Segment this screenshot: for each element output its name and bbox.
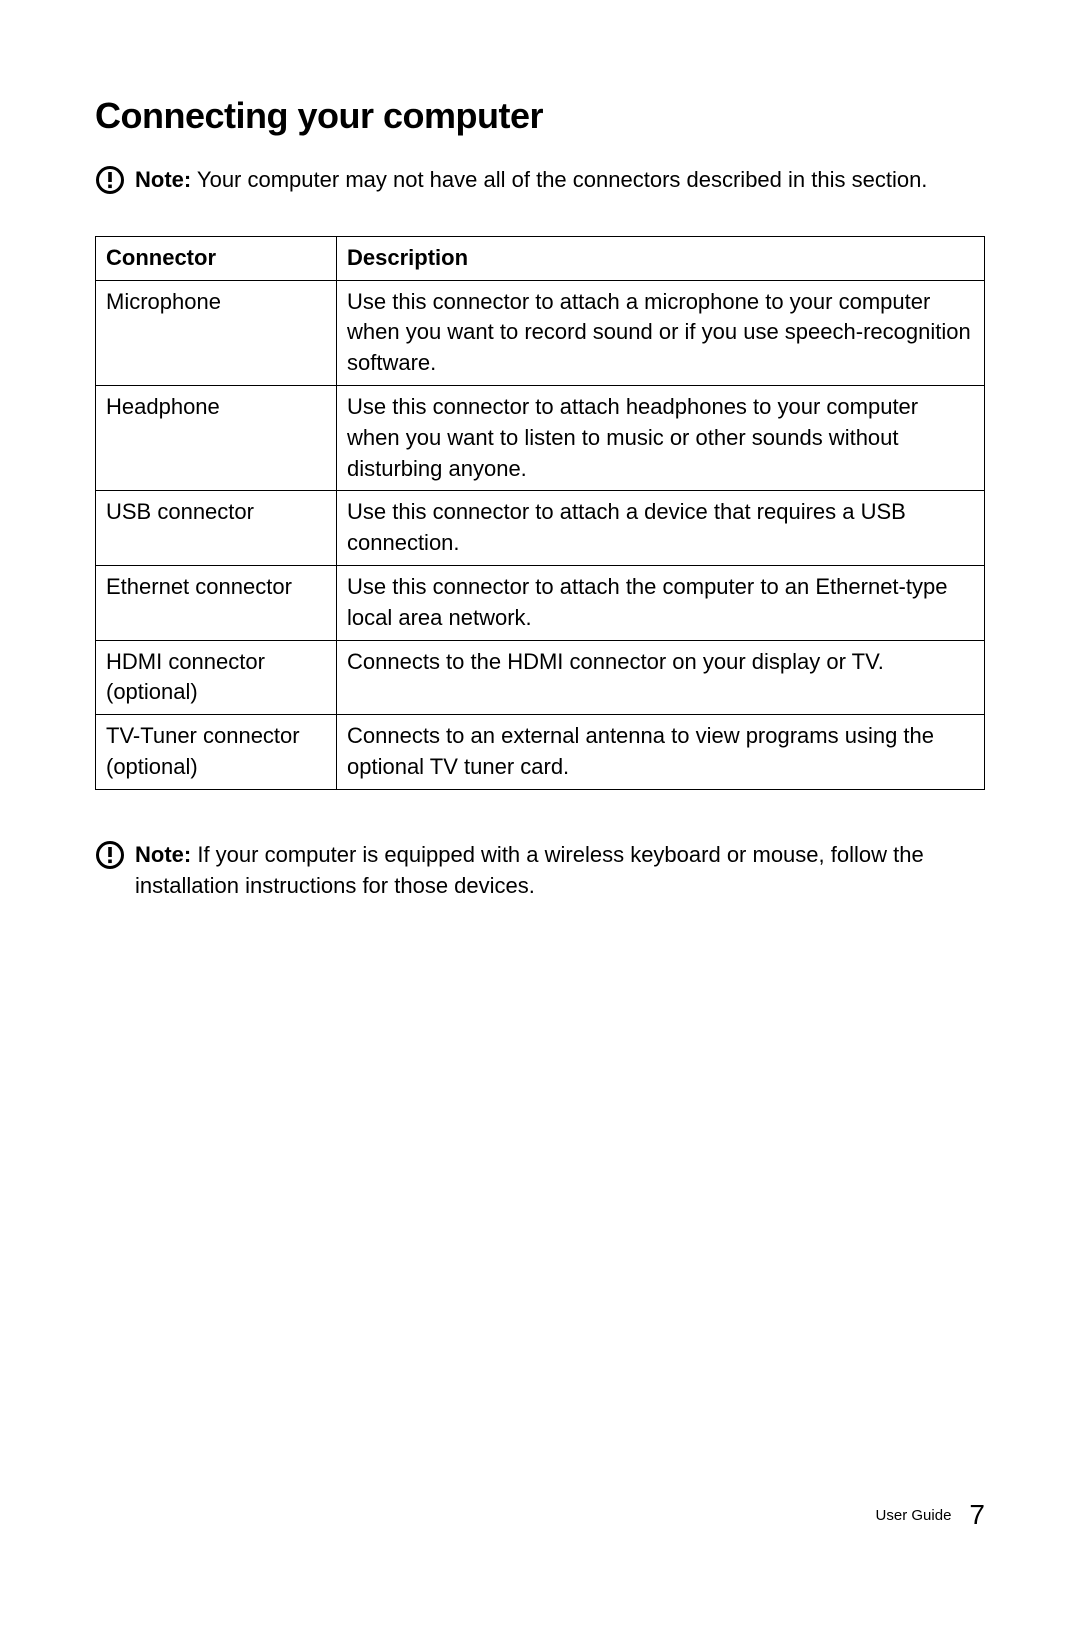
table-row: Headphone Use this connector to attach h… — [96, 385, 985, 490]
cell-connector: Ethernet connector — [96, 565, 337, 640]
alert-icon — [95, 840, 125, 870]
connector-table: Connector Description Microphone Use thi… — [95, 236, 985, 790]
note-body-2: If your computer is equipped with a wire… — [135, 842, 924, 898]
note-body-1: Your computer may not have all of the co… — [191, 167, 927, 192]
cell-connector: TV-Tuner connector (optional) — [96, 715, 337, 790]
note-text-2: Note: If your computer is equipped with … — [135, 840, 985, 902]
cell-connector: HDMI connector (optional) — [96, 640, 337, 715]
cell-description: Use this connector to attach headphones … — [337, 385, 985, 490]
table-row: Ethernet connector Use this connector to… — [96, 565, 985, 640]
footer-guide-label: User Guide — [876, 1507, 952, 1524]
cell-description: Connects to the HDMI connector on your d… — [337, 640, 985, 715]
cell-connector: Headphone — [96, 385, 337, 490]
table-header-connector: Connector — [96, 236, 337, 280]
note-block-2: Note: If your computer is equipped with … — [95, 840, 985, 902]
note-label-1: Note: — [135, 167, 191, 192]
cell-description: Connects to an external antenna to view … — [337, 715, 985, 790]
alert-icon — [95, 165, 125, 195]
note-text-1: Note: Your computer may not have all of … — [135, 165, 985, 196]
note-block-1: Note: Your computer may not have all of … — [95, 165, 985, 196]
cell-description: Use this connector to attach the compute… — [337, 565, 985, 640]
cell-connector: USB connector — [96, 491, 337, 566]
table-row: TV-Tuner connector (optional) Connects t… — [96, 715, 985, 790]
page-title: Connecting your computer — [95, 95, 985, 137]
table-row: HDMI connector (optional) Connects to th… — [96, 640, 985, 715]
cell-description: Use this connector to attach a device th… — [337, 491, 985, 566]
note-label-2: Note: — [135, 842, 191, 867]
page-footer: User Guide 7 — [876, 1495, 985, 1527]
document-page: Connecting your computer Note: Your comp… — [0, 0, 1080, 1642]
cell-connector: Microphone — [96, 280, 337, 385]
table-header-row: Connector Description — [96, 236, 985, 280]
footer-page-number: 7 — [969, 1499, 985, 1531]
table-row: USB connector Use this connector to atta… — [96, 491, 985, 566]
table-header-description: Description — [337, 236, 985, 280]
cell-description: Use this connector to attach a microphon… — [337, 280, 985, 385]
table-row: Microphone Use this connector to attach … — [96, 280, 985, 385]
